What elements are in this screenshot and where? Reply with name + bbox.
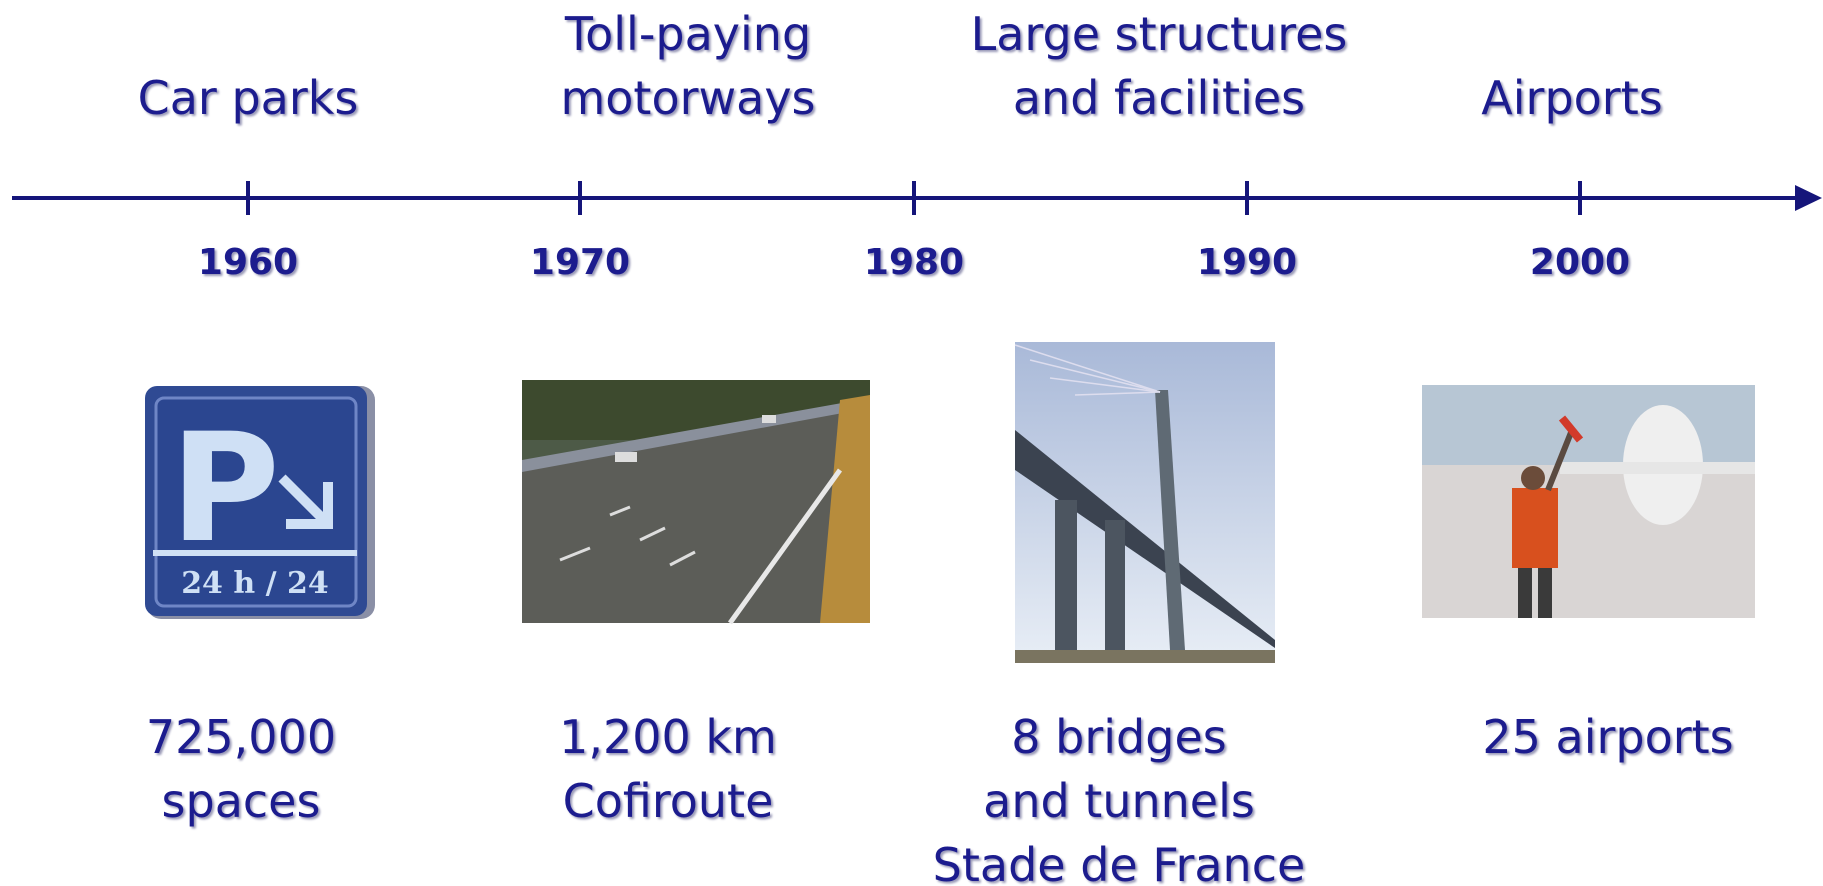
- era-stat: 25 airports: [1482, 710, 1733, 764]
- era-title: Toll-paying: [564, 7, 811, 61]
- year-label: 2000: [1530, 242, 1630, 283]
- era-stat: 1,200 km: [559, 710, 777, 764]
- era-stat: spaces: [162, 774, 321, 828]
- era-title: motorways: [560, 71, 815, 125]
- motorway-image: [522, 380, 870, 623]
- airport-image: [1422, 385, 1755, 618]
- timeline-slide: P 24 h / 24: [0, 0, 1823, 886]
- bridge-image: [1015, 342, 1275, 663]
- svg-text:P: P: [170, 402, 280, 576]
- era-title: and facilities: [1013, 71, 1305, 125]
- axis-arrow: [1795, 185, 1822, 211]
- era-stat: 8 bridges: [1011, 710, 1226, 764]
- era-title: Large structures: [971, 7, 1348, 61]
- page: P 24 h / 24: [0, 0, 1823, 886]
- year-label: 1990: [1197, 242, 1297, 283]
- era-stat: Stade de France: [933, 838, 1306, 886]
- year-label: 1960: [198, 242, 298, 283]
- year-label: 1970: [530, 242, 630, 283]
- era-stat: Cofiroute: [563, 774, 774, 828]
- parking-sign-image: P 24 h / 24: [145, 386, 375, 619]
- era-title: Car parks: [138, 71, 359, 125]
- era-stat: and tunnels: [983, 774, 1255, 828]
- sign-text: 24 h / 24: [181, 566, 329, 601]
- year-label: 1980: [864, 242, 964, 283]
- era-title: Airports: [1481, 71, 1662, 125]
- era-stat: 725,000: [146, 710, 336, 764]
